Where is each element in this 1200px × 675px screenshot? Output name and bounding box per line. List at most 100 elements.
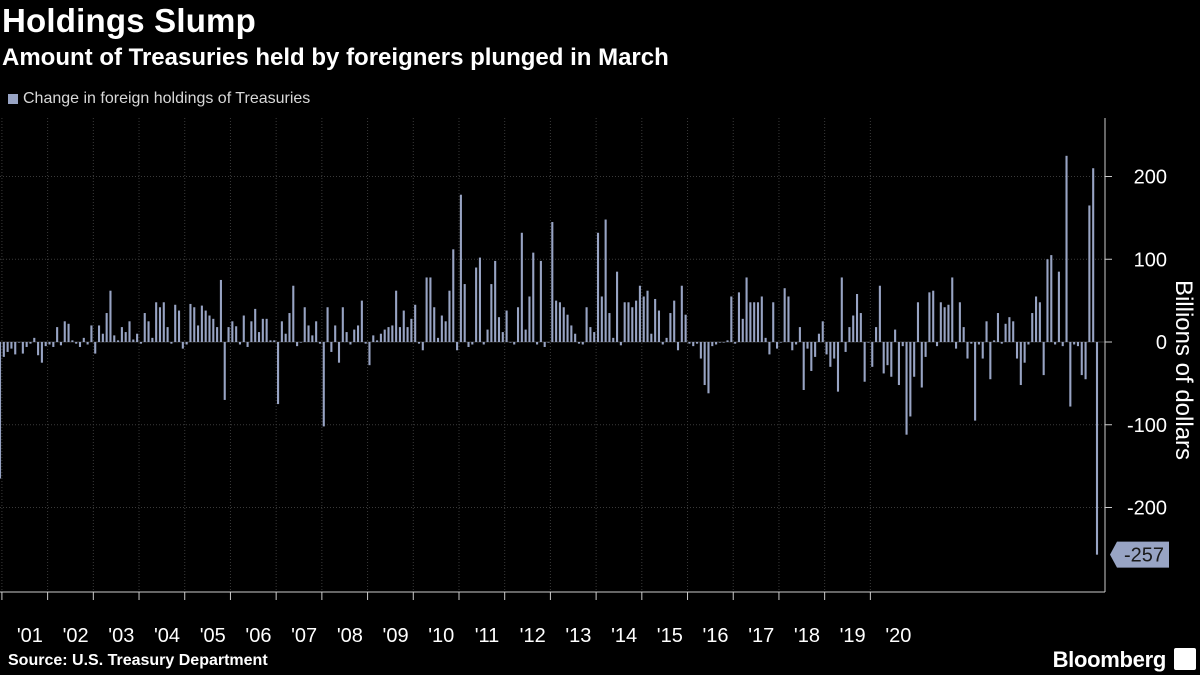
bar: [467, 342, 470, 347]
bar: [452, 249, 455, 342]
bar: [836, 342, 840, 392]
bar: [566, 314, 569, 342]
y-tick-label: -100: [1127, 415, 1167, 437]
bar: [463, 284, 466, 342]
bar: [227, 327, 230, 342]
bar: [364, 342, 367, 344]
bar: [311, 335, 314, 342]
bar: [318, 342, 322, 344]
bar: [749, 302, 752, 342]
x-tick-label: '04: [154, 625, 180, 647]
bar: [1080, 342, 1083, 376]
bar: [1073, 342, 1076, 345]
bar: [871, 342, 874, 367]
bar: [185, 342, 188, 345]
bar: [421, 342, 424, 351]
bar: [612, 337, 615, 342]
bar: [1027, 342, 1030, 345]
bar: [897, 342, 900, 386]
bar: [254, 308, 257, 342]
bar: [593, 332, 596, 342]
bar: [642, 296, 645, 342]
bar: [516, 307, 520, 342]
bar: [1042, 342, 1045, 376]
bar: [71, 340, 74, 342]
bar: [277, 342, 280, 405]
bar: [867, 342, 870, 343]
last-value-callout: [1110, 541, 1169, 568]
bar: [193, 307, 196, 342]
bar: [848, 327, 851, 342]
bar: [528, 296, 531, 342]
bar: [962, 327, 965, 342]
bar: [654, 298, 657, 342]
bar: [806, 342, 809, 349]
bar: [10, 342, 13, 349]
bar: [1012, 321, 1015, 342]
bar: [136, 333, 139, 342]
bar: [745, 277, 748, 342]
bar: [631, 307, 634, 342]
bar: [783, 288, 786, 342]
bar: [414, 304, 417, 342]
bar: [924, 342, 927, 357]
bar: [67, 323, 70, 342]
x-tick-label: '02: [63, 625, 89, 647]
bar: [608, 313, 611, 342]
bar: [120, 327, 123, 342]
bar: [330, 342, 333, 352]
bar: [345, 332, 348, 342]
bar: [974, 342, 977, 421]
bloomberg-logo-icon: [1174, 648, 1196, 670]
x-tick-label: '13: [565, 625, 591, 647]
bar: [166, 327, 169, 342]
last-value-label: -257: [1124, 545, 1164, 567]
bar: [825, 342, 828, 355]
x-tick-label: '08: [337, 625, 363, 647]
bar: [555, 300, 558, 342]
bar: [128, 321, 131, 342]
bar: [52, 342, 55, 347]
bar: [536, 342, 539, 345]
bloomberg-logo: Bloomberg: [1052, 647, 1167, 672]
bar: [170, 342, 173, 344]
bar: [326, 307, 329, 342]
bar: [2, 342, 5, 357]
bar: [471, 342, 474, 345]
bar: [600, 296, 603, 342]
bar: [425, 277, 428, 342]
bar: [391, 325, 394, 342]
bar: [696, 342, 699, 344]
bar: [33, 337, 36, 342]
x-tick-label: '18: [794, 625, 820, 647]
bar: [48, 342, 51, 345]
bar: [101, 333, 104, 342]
bar: [657, 310, 661, 342]
bar: [947, 304, 950, 342]
bar: [901, 342, 904, 347]
bar: [235, 326, 238, 342]
bar: [627, 302, 630, 342]
bar: [212, 318, 215, 342]
x-tick-label: '17: [748, 625, 774, 647]
bar: [475, 267, 478, 342]
bar: [497, 317, 501, 342]
bar: [905, 342, 908, 435]
bar: [387, 327, 390, 342]
bar: [1035, 296, 1038, 342]
bar: [273, 340, 276, 342]
bar: [981, 342, 984, 359]
bar: [894, 329, 897, 342]
bar: [859, 313, 862, 342]
bar: [25, 342, 28, 347]
bar: [1046, 259, 1049, 342]
bar: [596, 232, 600, 342]
bar: [1031, 313, 1034, 342]
x-tick-label: '09: [383, 625, 409, 647]
bar: [916, 302, 920, 342]
bar: [1057, 271, 1060, 342]
bar: [577, 342, 581, 344]
x-tick-label: '14: [611, 625, 637, 647]
bar: [669, 313, 672, 342]
y-tick-label: 100: [1134, 249, 1167, 271]
